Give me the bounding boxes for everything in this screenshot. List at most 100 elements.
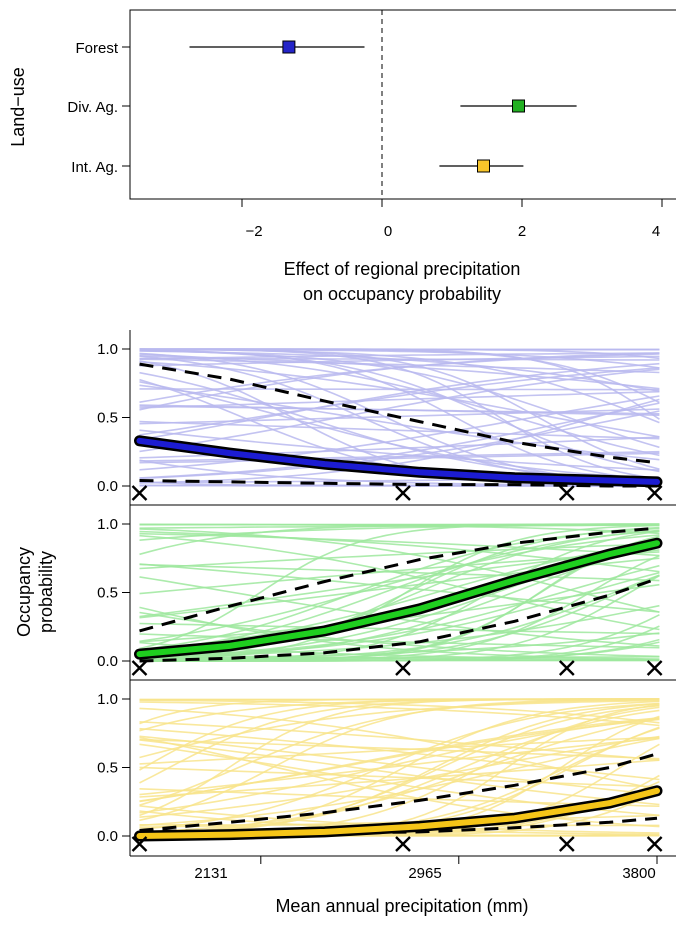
posterior-draw-line bbox=[139, 622, 660, 635]
coef-x-tick-label: 2 bbox=[518, 223, 526, 240]
posterior-draw-line bbox=[139, 551, 660, 595]
occupancy-panel: 0.0 0.5 1.0 bbox=[97, 680, 676, 857]
coefficient-plot: Land−use −2 0 2 4 Effect of regional pre… bbox=[8, 9, 676, 304]
estimate-point bbox=[512, 99, 525, 113]
coef-x-axis-title-line2: on occupancy probability bbox=[303, 284, 501, 304]
posterior-draw-line bbox=[139, 450, 660, 462]
posterior-draw-line bbox=[139, 606, 660, 660]
upper-credible-line bbox=[139, 752, 658, 832]
occ-x-axis: 2131 2965 3800 Mean annual precipitation… bbox=[194, 865, 655, 916]
posterior-draw-line bbox=[139, 395, 660, 471]
posterior-draw-line bbox=[139, 349, 660, 482]
occ-y-tick-label: 1.0 bbox=[97, 341, 118, 358]
occ-y-axis-title-line1: Occupancy bbox=[14, 547, 34, 637]
occupancy-panel: 0.0 0.5 1.0 bbox=[97, 505, 676, 681]
occ-x-axis-title: Mean annual precipitation (mm) bbox=[275, 896, 528, 916]
upper-credible-line bbox=[139, 526, 658, 633]
site-x-marker bbox=[558, 660, 575, 676]
occ-y-tick-label: 0.5 bbox=[97, 410, 118, 427]
site-x-marker bbox=[395, 485, 411, 501]
panel-curves bbox=[134, 348, 663, 488]
posterior-draw-line bbox=[139, 353, 660, 457]
posterior-draw-line bbox=[139, 737, 660, 796]
posterior-draw-line bbox=[139, 698, 660, 806]
posterior-draw-line bbox=[139, 404, 660, 416]
posterior-draw-line bbox=[139, 452, 660, 464]
occ-y-tick-label: 0.0 bbox=[97, 478, 118, 495]
occ-y-tick-label: 1.0 bbox=[97, 691, 118, 708]
posterior-draw-line bbox=[139, 563, 660, 582]
occ-y-tick-label: 0.0 bbox=[97, 653, 118, 670]
panel-curves bbox=[134, 523, 663, 663]
posterior-draw-line bbox=[139, 523, 660, 556]
site-x-marker bbox=[131, 485, 148, 501]
posterior-draw-line bbox=[139, 352, 660, 360]
site-x-marker bbox=[646, 660, 663, 676]
mean-line bbox=[136, 540, 660, 658]
posterior-draw-line bbox=[139, 398, 660, 484]
posterior-draw-line bbox=[139, 700, 660, 835]
coef-x-tick-label: 0 bbox=[384, 223, 392, 240]
occ-y-tick-label: 0.5 bbox=[97, 585, 118, 602]
coef-plot-frame bbox=[129, 9, 676, 200]
occ-x-tick-label: 3800 bbox=[622, 865, 655, 882]
occupancy-panel: 0.0 0.5 1.0 bbox=[97, 330, 676, 506]
upper-credible-line bbox=[139, 362, 658, 465]
coef-y-tick-label: Int. Ag. bbox=[71, 159, 118, 176]
occ-plot-area: 0.0 0.5 1.0 0.0 0.5 1.0 0.0 0.5 1.0 bbox=[97, 330, 676, 864]
occ-x-tick-label: 2131 bbox=[194, 865, 227, 882]
coef-y-axis-title: Land−use bbox=[8, 67, 28, 147]
posterior-draw-line bbox=[139, 534, 660, 631]
lower-credible-line bbox=[139, 577, 658, 663]
posterior-draw-line bbox=[139, 735, 660, 796]
mean-line bbox=[136, 787, 660, 839]
site-x-marker bbox=[646, 836, 663, 852]
occ-y-tick-label: 0.0 bbox=[97, 828, 118, 845]
site-x-marker bbox=[558, 836, 575, 852]
coef-x-tick-label: −2 bbox=[245, 223, 262, 240]
posterior-draw-line bbox=[139, 721, 660, 761]
site-x-marker bbox=[646, 485, 663, 501]
posterior-draw-line bbox=[139, 402, 660, 479]
occ-y-tick-label: 0.5 bbox=[97, 760, 118, 777]
coef-y-tick-label: Div. Ag. bbox=[67, 99, 118, 116]
posterior-draw-line bbox=[139, 384, 660, 461]
posterior-draw-line bbox=[139, 528, 660, 613]
coef-y-axis: Forest Div. Ag. Int. Ag. bbox=[67, 40, 118, 176]
site-x-marker bbox=[395, 836, 411, 852]
posterior-draw-line bbox=[139, 759, 660, 798]
posterior-draw-line bbox=[139, 735, 660, 818]
posterior-draw-line bbox=[139, 736, 660, 765]
posterior-draw-line bbox=[139, 390, 660, 409]
occ-y-axis-title-line2: probability bbox=[36, 551, 56, 633]
posterior-draw-line bbox=[139, 367, 660, 436]
occ-y-tick-label: 1.0 bbox=[97, 516, 118, 533]
posterior-draw-line bbox=[139, 737, 660, 827]
coef-points bbox=[189, 40, 577, 173]
occ-x-tick-label: 2965 bbox=[408, 865, 441, 882]
posterior-draw-line bbox=[139, 353, 660, 403]
coef-plot-area bbox=[122, 9, 676, 207]
posterior-draw-line bbox=[139, 355, 660, 390]
posterior-draw-line bbox=[139, 707, 660, 791]
posterior-draw-line bbox=[139, 358, 660, 374]
site-x-marker bbox=[131, 836, 148, 852]
coef-x-axis: −2 0 2 4 Effect of regional precipitatio… bbox=[245, 223, 660, 304]
coef-y-tick-label: Forest bbox=[75, 40, 118, 57]
posterior-draw-line bbox=[139, 717, 660, 814]
site-x-marker bbox=[558, 485, 575, 501]
mean-line bbox=[136, 437, 660, 485]
coef-x-tick-label: 4 bbox=[652, 223, 660, 240]
site-x-marker bbox=[395, 660, 411, 676]
posterior-draw-line bbox=[139, 704, 660, 835]
posterior-draw-line bbox=[139, 549, 660, 618]
posterior-draw-line bbox=[139, 543, 660, 570]
coef-x-axis-title-line1: Effect of regional precipitation bbox=[284, 259, 521, 279]
site-x-marker bbox=[131, 660, 148, 676]
estimate-point bbox=[282, 40, 296, 54]
occupancy-plots: Occupancy probability 0.0 0.5 1.0 0.0 0.5 1.0… bbox=[14, 330, 676, 916]
posterior-draw-line bbox=[139, 368, 660, 453]
posterior-draw-line bbox=[139, 718, 660, 833]
posterior-draw-line bbox=[139, 699, 660, 759]
